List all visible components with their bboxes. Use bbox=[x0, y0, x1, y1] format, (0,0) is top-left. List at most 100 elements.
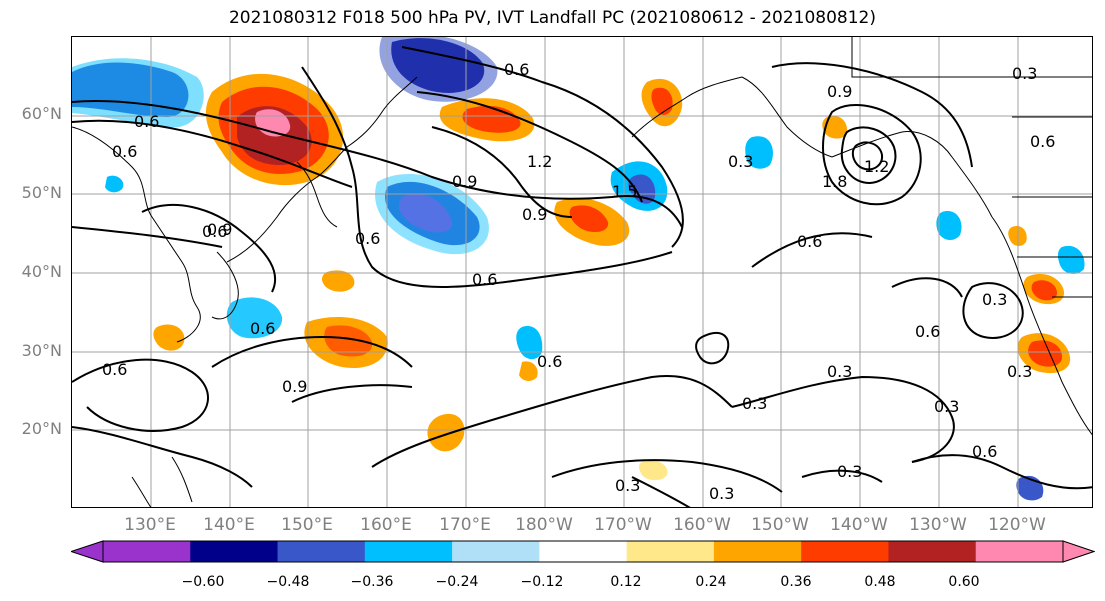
colorbar-swatch bbox=[277, 541, 366, 562]
map-panel: 0.6 0.6 0.6 0.6 0.6 0.6 0.6 0.6 0.6 0.6 … bbox=[71, 36, 1093, 508]
contour-label: 0.6 bbox=[797, 232, 822, 251]
contour-label: 0.6 bbox=[102, 360, 127, 379]
map-title: 2021080312 F018 500 hPa PV, IVT Landfall… bbox=[228, 8, 876, 28]
colorbar-tick-label: −0.60 bbox=[181, 574, 225, 590]
lon-label-140w: 140°W bbox=[830, 515, 888, 535]
colorbar-tick-label: 0.60 bbox=[948, 574, 980, 590]
contour-label: 0.3 bbox=[742, 394, 767, 413]
contour-label: 0.6 bbox=[250, 319, 275, 338]
colorbar-swatch bbox=[801, 541, 889, 562]
contour-label: 0.3 bbox=[982, 290, 1007, 309]
lat-label-50n: 50°N bbox=[21, 183, 62, 202]
pos-blob-japan-core bbox=[324, 325, 373, 357]
contour-label: 0.9 bbox=[452, 172, 477, 191]
lon-label-150w: 150°W bbox=[751, 515, 809, 535]
pos-blob-ca-north-core bbox=[1031, 280, 1057, 301]
contour-label: 0.6 bbox=[355, 229, 380, 248]
contour-label: 0.3 bbox=[728, 152, 753, 171]
colorbar-tick-label: −0.12 bbox=[520, 574, 564, 590]
contour-label: 0.9 bbox=[282, 377, 307, 396]
pv-contours bbox=[72, 46, 1092, 507]
contour-label: 0.6 bbox=[915, 322, 940, 341]
pos-blob-california-core bbox=[1028, 340, 1062, 367]
neg-blob-center-core bbox=[398, 193, 453, 233]
colorbar-tick-label: −0.36 bbox=[350, 574, 394, 590]
ivt-shading bbox=[72, 37, 1085, 501]
colorbar-swatch bbox=[888, 541, 977, 562]
neg-blob-small6 bbox=[1057, 245, 1085, 274]
lon-label-180w: 180°W bbox=[515, 515, 573, 535]
lat-label-30n: 30°N bbox=[21, 341, 62, 360]
colorbar-tick-label: 0.48 bbox=[864, 574, 896, 590]
colorbar-swatch bbox=[626, 541, 715, 562]
colorbar-tick-label: 0.12 bbox=[610, 574, 642, 590]
colorbar-extend-high bbox=[1062, 540, 1096, 563]
lon-label-150e: 150°E bbox=[281, 515, 333, 535]
neg-blob-small2 bbox=[226, 297, 283, 339]
colorbar-swatch bbox=[452, 541, 540, 562]
neg-blob-small4 bbox=[936, 211, 962, 241]
colorbar-swatch bbox=[364, 541, 453, 562]
lon-label-130e: 130°E bbox=[124, 515, 176, 535]
contour-label: 0.9 bbox=[522, 205, 547, 224]
contour-label: 0.3 bbox=[827, 362, 852, 381]
lat-label-40n: 40°N bbox=[21, 262, 62, 281]
contour-label: 0.3 bbox=[837, 462, 862, 481]
colorbar-tick-label: −0.24 bbox=[435, 574, 479, 590]
contour-label: 0.6 bbox=[134, 112, 159, 131]
pos-blob-small4 bbox=[639, 460, 668, 481]
colorbar bbox=[69, 540, 1096, 568]
lon-label-170w: 170°W bbox=[594, 515, 652, 535]
graticule bbox=[72, 37, 1092, 507]
lon-label-170e: 170°E bbox=[439, 515, 491, 535]
map-canvas: 0.6 0.6 0.6 0.6 0.6 0.6 0.6 0.6 0.6 0.6 … bbox=[72, 37, 1092, 507]
contour-label: 1.8 bbox=[822, 172, 847, 191]
contour-label: 0.6 bbox=[1030, 132, 1055, 151]
neg-blob-small7 bbox=[105, 175, 124, 193]
pos-blob-west bbox=[153, 324, 185, 351]
pos-blob-small2 bbox=[822, 115, 848, 139]
contour-label: 0.3 bbox=[1007, 362, 1032, 381]
colorbar-tick-label: 0.36 bbox=[780, 574, 812, 590]
lon-label-130w: 130°W bbox=[909, 515, 967, 535]
pos-blob-mid-core bbox=[569, 205, 609, 233]
neg-blob-small3 bbox=[745, 136, 773, 169]
lon-label-160w: 160°W bbox=[673, 515, 731, 535]
coastlines bbox=[72, 37, 1092, 507]
lat-label-20n: 20°N bbox=[21, 419, 62, 438]
contour-label: 0.9 bbox=[827, 82, 852, 101]
contour-label: 0.6 bbox=[202, 222, 227, 241]
colorbar-extend-low bbox=[69, 540, 104, 563]
lat-label-60n: 60°N bbox=[21, 104, 62, 123]
contour-label: 1.2 bbox=[527, 152, 552, 171]
lon-label-140e: 140°E bbox=[203, 515, 255, 535]
colorbar-swatch bbox=[190, 541, 279, 562]
contour-label: 0.6 bbox=[537, 352, 562, 371]
lon-label-160e: 160°E bbox=[360, 515, 412, 535]
pos-blob-small1 bbox=[321, 270, 355, 292]
contour-label: 1.5 bbox=[612, 182, 637, 201]
colorbar-swatch bbox=[103, 541, 191, 562]
contour-label: 0.6 bbox=[972, 442, 997, 461]
contour-label: 0.6 bbox=[472, 270, 497, 289]
pos-blob-small5 bbox=[519, 361, 538, 381]
pos-blob-small3 bbox=[1008, 226, 1027, 246]
contour-label: 0.9 bbox=[207, 220, 232, 239]
contour-label: 0.3 bbox=[615, 476, 640, 495]
colorbar-frame bbox=[102, 540, 1064, 563]
colorbar-swatch bbox=[539, 541, 628, 562]
contour-label: 1.2 bbox=[864, 157, 889, 176]
lon-label-120w: 120°W bbox=[988, 515, 1046, 535]
pos-blob-south bbox=[427, 413, 465, 452]
pos-blob-kamchatka-core bbox=[651, 87, 673, 115]
neg-blob-small1 bbox=[516, 326, 543, 360]
contour-label: 0.6 bbox=[504, 60, 529, 79]
contour-label-group: 0.6 0.6 0.6 0.6 0.6 0.6 0.6 0.6 0.6 0.6 … bbox=[102, 60, 1055, 503]
colorbar-svg bbox=[69, 540, 1096, 563]
colorbar-tick-label: 0.24 bbox=[695, 574, 727, 590]
neg-blob-nw-edge bbox=[72, 58, 204, 128]
colorbar-tick-label: −0.48 bbox=[266, 574, 310, 590]
colorbar-swatch bbox=[713, 541, 802, 562]
contour-label: 0.3 bbox=[934, 397, 959, 416]
contour-label: 0.3 bbox=[709, 484, 734, 503]
